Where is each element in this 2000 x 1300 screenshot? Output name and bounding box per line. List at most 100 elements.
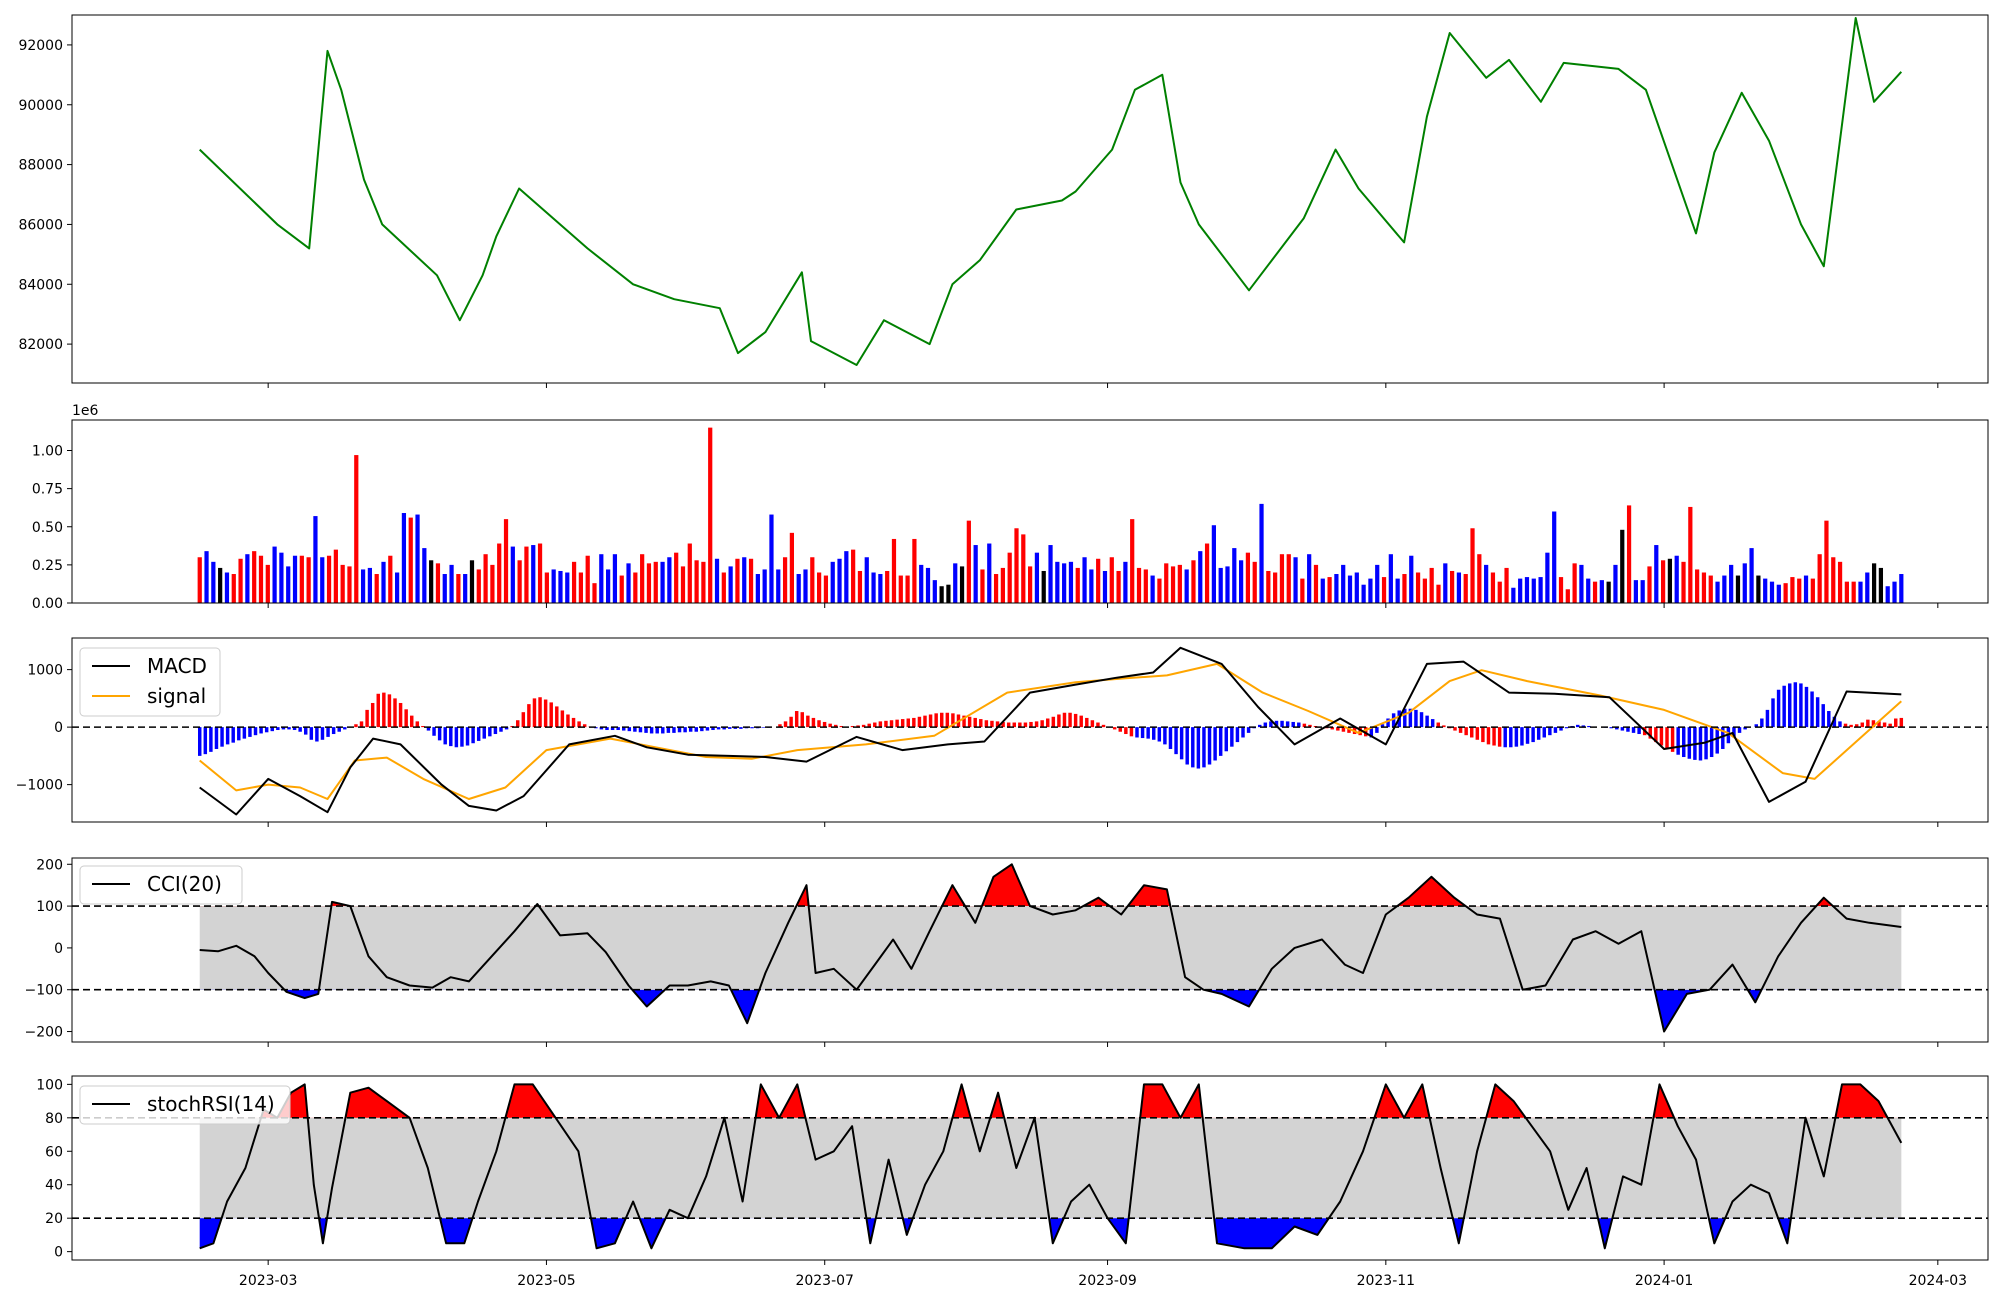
macd-histogram-bar — [800, 712, 804, 728]
macd-histogram-bar — [1079, 715, 1083, 728]
macd-histogram-bar — [1230, 727, 1234, 747]
volume-bar — [1150, 575, 1155, 603]
macd-histogram-bar — [1676, 727, 1680, 755]
y-tick-label: 200 — [36, 857, 63, 873]
macd-histogram-bar — [543, 699, 548, 728]
macd-histogram-bar — [331, 727, 336, 735]
macd-histogram-bar — [979, 719, 983, 728]
macd-panel: −1000 0 1000 MACD signal — [16, 637, 1989, 827]
volume-bar — [735, 558, 740, 603]
macd-histogram-bar — [454, 727, 459, 748]
macd-histogram-bar — [1576, 724, 1580, 728]
cci-legend: CCI(20) — [79, 865, 243, 905]
volume-bar — [1375, 564, 1380, 603]
macd-histogram-bar — [1336, 727, 1340, 731]
volume-bar — [694, 560, 699, 603]
macd-histogram-bar — [1135, 727, 1139, 738]
volume-bar — [1783, 583, 1788, 603]
volume-bar — [374, 574, 379, 603]
macd-histogram-bar — [1615, 727, 1619, 730]
volume-bar — [1803, 575, 1809, 603]
macd-histogram-bar — [1291, 721, 1295, 728]
macd-histogram-bar — [1012, 722, 1016, 728]
macd-histogram-bar — [610, 727, 615, 731]
macd-histogram-bar — [1536, 727, 1541, 740]
macd-histogram-bar — [1274, 720, 1279, 728]
volume-bar — [503, 519, 509, 603]
volume-bar — [1014, 528, 1019, 603]
y-tick-label: 0 — [54, 941, 63, 957]
macd-histogram-bar — [627, 727, 632, 732]
volume-bar — [1164, 563, 1169, 603]
macd-histogram-bar — [1670, 727, 1675, 752]
macd-histogram-bar — [906, 718, 910, 728]
volume-bar — [1130, 519, 1135, 603]
volume-bar — [1613, 564, 1618, 603]
macd-histogram-bar — [259, 727, 263, 734]
volume-bar — [878, 574, 883, 603]
volume-bar — [959, 566, 965, 603]
volume-bar — [864, 557, 869, 603]
volume-bar — [1545, 552, 1550, 603]
volume-bar — [252, 551, 257, 603]
volume-bar — [320, 557, 325, 603]
macd-histogram-bar — [1732, 727, 1736, 738]
volume-plot-area — [197, 427, 1904, 603]
volume-bar — [1470, 528, 1475, 603]
volume-bar — [1436, 584, 1441, 603]
volume-bar — [1674, 555, 1679, 603]
volume-bar — [415, 514, 420, 603]
volume-bar — [1252, 561, 1257, 603]
volume-bar — [728, 566, 733, 603]
macd-histogram-bar — [1793, 682, 1798, 728]
volume-bar — [1899, 574, 1904, 603]
macd-histogram-bar — [934, 713, 938, 728]
macd-histogram-bar — [1375, 727, 1379, 733]
volume-bar — [1232, 548, 1237, 603]
macd-histogram-bar — [599, 727, 604, 730]
macd-histogram-bar — [1626, 727, 1630, 732]
macd-histogram-bar — [1380, 724, 1385, 728]
macd-histogram-bar — [856, 725, 860, 728]
macd-histogram-bar — [582, 724, 587, 728]
macd-histogram-bar — [1246, 727, 1251, 733]
volume-bar — [1082, 557, 1087, 603]
macd-histogram-bar — [633, 727, 637, 732]
volume-bar — [1102, 570, 1108, 603]
macd-histogram-bar — [1029, 721, 1033, 728]
x-tick-label: 2024-01 — [1635, 1273, 1694, 1289]
macd-histogram-bar — [1866, 719, 1870, 728]
macd-histogram-bar — [460, 727, 464, 747]
x-tick-label: 2023-11 — [1357, 1273, 1416, 1289]
macd-histogram-bar — [672, 727, 676, 733]
volume-bar — [748, 558, 754, 603]
macd-histogram-bar — [1341, 727, 1346, 732]
macd-histogram-bar — [209, 727, 213, 752]
volume-bar — [932, 580, 937, 603]
macd-histogram-bar — [298, 727, 302, 732]
volume-bar — [1729, 564, 1734, 603]
macd-histogram-bar — [951, 713, 955, 728]
macd-histogram-bar — [1609, 727, 1613, 729]
macd-histogram-bar — [1849, 724, 1853, 728]
macd-histogram-bar — [320, 727, 325, 740]
volume-bar — [667, 557, 672, 603]
volume-bar — [1722, 575, 1727, 603]
volume-bar — [1572, 563, 1577, 603]
axes-frame — [71, 14, 1989, 384]
volume-bar — [238, 558, 243, 603]
volume-bar — [946, 584, 951, 603]
macd-histogram-bar — [1403, 708, 1407, 728]
volume-bar — [1341, 564, 1346, 603]
volume-bar — [1749, 548, 1754, 603]
volume-bar — [993, 574, 999, 603]
macd-histogram-bar — [1358, 727, 1362, 736]
volume-bar — [1007, 552, 1012, 603]
macd-histogram-bar — [1559, 727, 1563, 731]
volume-bar — [1565, 589, 1570, 603]
macd-histogram-bar — [426, 727, 431, 731]
y-tick-label: 90000 — [18, 98, 63, 114]
macd-histogram-bar — [264, 727, 269, 733]
macd-histogram-bar — [688, 727, 693, 732]
